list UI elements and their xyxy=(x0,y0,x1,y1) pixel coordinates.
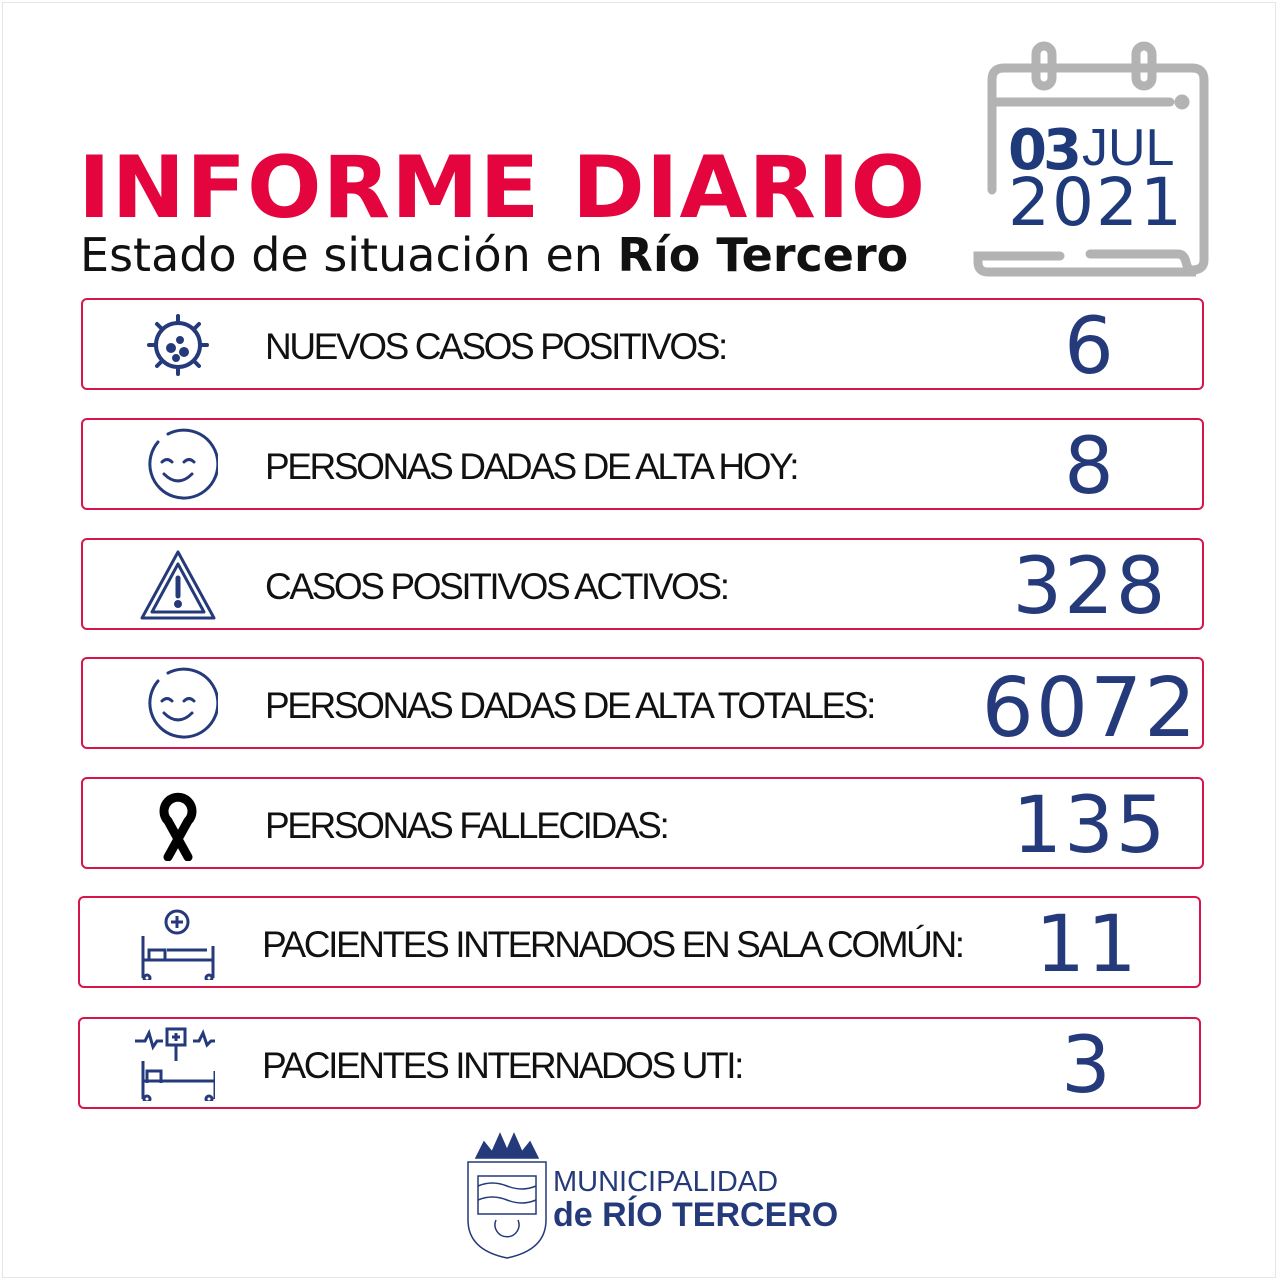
stat-label: PACIENTES INTERNADOS UTI: xyxy=(262,1045,744,1086)
smiley-icon xyxy=(148,667,218,739)
stat-label: CASOS POSITIVOS ACTIVOS: xyxy=(265,566,730,607)
page-subtitle: Estado de situación en Río Tercero xyxy=(80,228,908,282)
subtitle-prefix: Estado de situación en xyxy=(80,228,618,282)
stat-row-ward-patients: PACIENTES INTERNADOS EN SALA COMÚN: 11 xyxy=(78,896,1201,990)
stat-label: PERSONAS DADAS DE ALTA TOTALES: xyxy=(265,685,876,726)
stat-row-discharged-total: PERSONAS DADAS DE ALTA TOTALES: 6072 xyxy=(81,657,1204,756)
warning-icon xyxy=(140,550,216,620)
mourning-ribbon-icon xyxy=(159,792,197,861)
stat-row-active-cases: CASOS POSITIVOS ACTIVOS: 328 xyxy=(81,538,1204,632)
stat-value: 11 xyxy=(1035,900,1139,990)
date-day: 03 xyxy=(1008,118,1082,183)
page-title: INFORME DIARIO xyxy=(78,138,927,238)
date-month: JUL xyxy=(1082,119,1175,177)
virus-icon xyxy=(147,314,209,376)
stat-value: 8 xyxy=(1064,422,1116,512)
municipality-crest-logo xyxy=(467,1132,547,1259)
stat-label: PERSONAS DADAS DE ALTA HOY: xyxy=(265,446,800,487)
stat-value: 135 xyxy=(1012,781,1168,871)
stat-value: 6072 xyxy=(981,661,1199,756)
stat-label: NUEVOS CASOS POSITIVOS: xyxy=(265,326,728,367)
stat-row-icu-patients: PACIENTES INTERNADOS UTI: 3 xyxy=(78,1017,1201,1111)
stat-value: 3 xyxy=(1061,1021,1113,1111)
stat-value: 328 xyxy=(1012,542,1168,632)
stat-value: 6 xyxy=(1064,302,1116,392)
stat-row-deceased: PERSONAS FALLECIDAS: 135 xyxy=(81,777,1204,871)
icu-bed-icon xyxy=(135,1027,215,1101)
date-year: 2021 xyxy=(1008,164,1184,241)
stat-label: PERSONAS FALLECIDAS: xyxy=(265,805,670,846)
footer-city: de RÍO TERCERO xyxy=(553,1196,839,1234)
hospital-bed-icon xyxy=(141,909,215,980)
footer-municipality: MUNICIPALIDAD xyxy=(553,1166,779,1198)
calendar-icon xyxy=(973,41,1209,277)
stat-row-new-cases: NUEVOS CASOS POSITIVOS: 6 xyxy=(81,298,1204,392)
stat-row-discharged-today: PERSONAS DADAS DE ALTA HOY: 8 xyxy=(81,418,1204,512)
subtitle-city: Río Tercero xyxy=(617,228,909,282)
stat-label: PACIENTES INTERNADOS EN SALA COMÚN: xyxy=(262,924,965,965)
smiley-icon xyxy=(148,428,218,500)
